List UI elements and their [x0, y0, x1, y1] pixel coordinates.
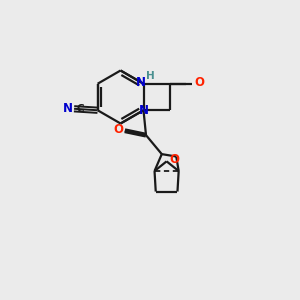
Text: N: N — [136, 76, 146, 89]
Text: H: H — [146, 71, 154, 81]
Text: O: O — [170, 153, 180, 167]
Text: N: N — [63, 102, 73, 115]
Text: O: O — [113, 123, 123, 136]
Text: O: O — [194, 76, 204, 89]
Text: C: C — [76, 104, 84, 114]
Text: N: N — [139, 104, 149, 117]
